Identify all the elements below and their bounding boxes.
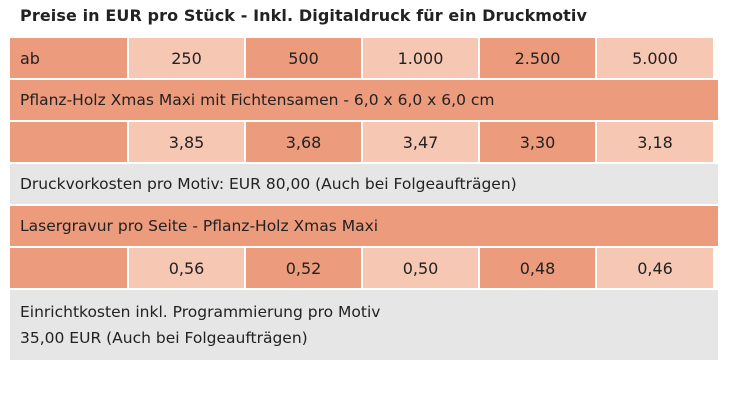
product2-price-2500: 0,48	[480, 248, 595, 288]
product1-price-row: 3,85 3,68 3,47 3,30 3,18	[10, 122, 718, 162]
product1-price-label	[10, 122, 127, 162]
product2-note: Einrichtkosten inkl. Programmierung pro …	[10, 290, 718, 360]
page-title: Preise in EUR pro Stück - Inkl. Digitald…	[20, 6, 588, 25]
product2-note-line1: Einrichtkosten inkl. Programmierung pro …	[20, 303, 381, 321]
quantity-5000: 5.000	[597, 38, 713, 78]
product1-title-row: Pflanz-Holz Xmas Maxi mit Fichtensamen -…	[10, 80, 718, 120]
product1-price-2500: 3,30	[480, 122, 595, 162]
product1-name: Pflanz-Holz Xmas Maxi mit Fichtensamen -…	[10, 80, 718, 120]
product2-price-row: 0,56 0,52 0,50 0,48 0,46	[10, 248, 718, 288]
product2-price-500: 0,52	[246, 248, 361, 288]
price-table: ab 250 500 1.000 2.500 5.000 Pflanz-Holz…	[10, 38, 718, 362]
product2-price-label	[10, 248, 127, 288]
product2-title-row: Lasergravur pro Seite - Pflanz-Holz Xmas…	[10, 206, 718, 246]
quantity-1000: 1.000	[363, 38, 478, 78]
product2-name: Lasergravur pro Seite - Pflanz-Holz Xmas…	[10, 206, 718, 246]
quantity-500: 500	[246, 38, 361, 78]
product1-price-250: 3,85	[129, 122, 244, 162]
product2-note-row: Einrichtkosten inkl. Programmierung pro …	[10, 290, 718, 360]
product2-price-250: 0,56	[129, 248, 244, 288]
product2-price-1000: 0,50	[363, 248, 478, 288]
product1-note-row: Druckvorkosten pro Motiv: EUR 80,00 (Auc…	[10, 164, 718, 204]
quantity-2500: 2.500	[480, 38, 595, 78]
product1-price-5000: 3,18	[597, 122, 713, 162]
product2-price-5000: 0,46	[597, 248, 713, 288]
quantity-label: ab	[10, 38, 127, 78]
quantity-header-row: ab 250 500 1.000 2.500 5.000	[10, 38, 718, 78]
quantity-250: 250	[129, 38, 244, 78]
product1-price-500: 3,68	[246, 122, 361, 162]
product1-note: Druckvorkosten pro Motiv: EUR 80,00 (Auc…	[10, 164, 718, 204]
product2-note-line2: 35,00 EUR (Auch bei Folgeaufträgen)	[20, 329, 308, 347]
product1-price-1000: 3,47	[363, 122, 478, 162]
